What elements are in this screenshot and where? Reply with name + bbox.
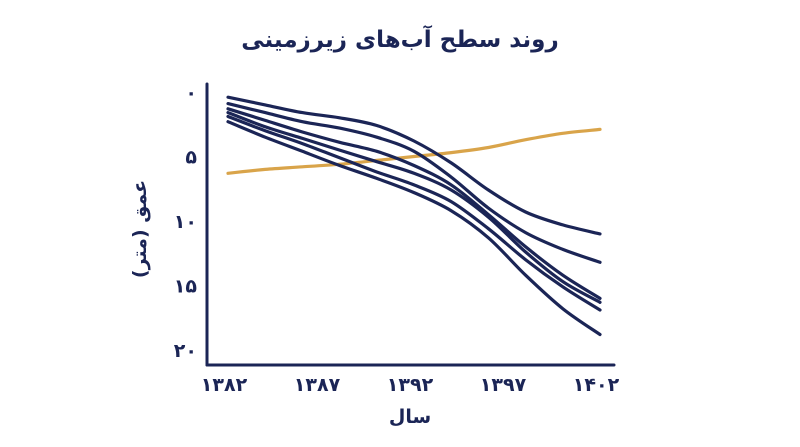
decline-series-line-3 (226, 107, 602, 300)
decline-series-line-4 (226, 111, 602, 304)
x-tick-label: ۱۴۰۲ (573, 374, 620, 396)
x-tick-label: ۱۳۹۷ (480, 374, 527, 396)
decline-series-line-2 (226, 102, 602, 264)
y-tick-label: ۰ (185, 82, 197, 104)
rising-series-line (226, 127, 602, 175)
x-axis-label: سال (389, 406, 431, 428)
y-tick-labels: ۰ ۵ ۱۰ ۱۵ ۲۰ (174, 82, 198, 362)
y-axis-label: عمق (متر) (129, 180, 151, 278)
decline-series-line-1 (226, 95, 602, 236)
x-tick-label: ۱۳۸۲ (201, 374, 248, 396)
chart-title: روند سطح آب‌های زیرزمینی (241, 24, 558, 53)
y-tick-label: ۱۵ (174, 276, 198, 298)
decline-series-line-6 (226, 120, 602, 337)
x-tick-labels: ۱۳۸۲ ۱۳۸۷ ۱۳۹۲ ۱۳۹۷ ۱۴۰۲ (201, 374, 620, 396)
x-tick-label: ۱۳۸۷ (294, 374, 341, 396)
series-group (226, 95, 602, 337)
x-tick-label: ۱۳۹۲ (387, 374, 434, 396)
y-tick-label: ۱۰ (174, 211, 197, 233)
y-tick-label: ۲۰ (174, 340, 197, 362)
y-tick-label: ۵ (185, 147, 197, 169)
decline-series-line-5 (226, 114, 602, 312)
